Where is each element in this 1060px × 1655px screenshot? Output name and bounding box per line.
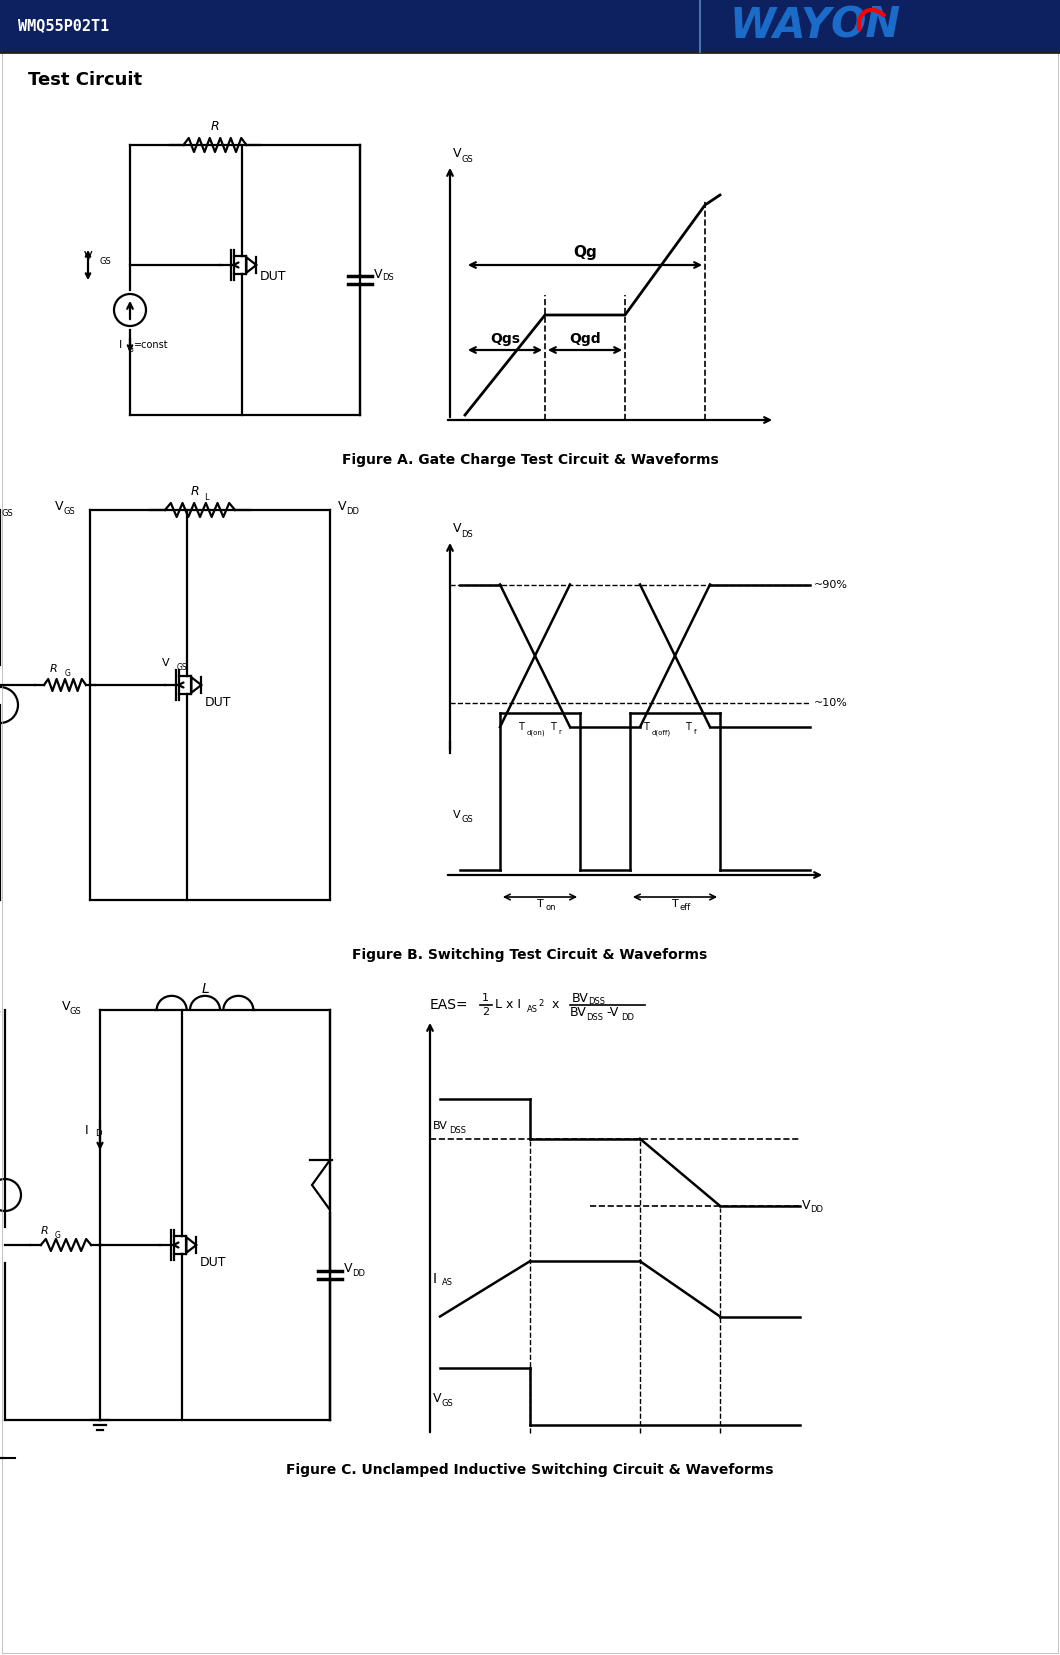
Text: GS: GS (2, 510, 14, 518)
Text: V: V (344, 1263, 353, 1276)
Text: GS: GS (99, 257, 110, 265)
Text: ON: ON (830, 5, 900, 46)
Text: I: I (85, 1124, 88, 1137)
Text: V: V (802, 1200, 811, 1213)
Text: DSS: DSS (449, 1125, 466, 1135)
Text: GS: GS (0, 1006, 2, 1016)
Text: BV: BV (432, 1120, 448, 1130)
Text: V: V (338, 500, 347, 513)
Text: D: D (95, 1129, 102, 1139)
Text: Qgd: Qgd (569, 333, 601, 346)
Text: ~10%: ~10% (814, 698, 848, 708)
Text: DD: DD (621, 1013, 634, 1021)
Text: V: V (453, 521, 461, 535)
Text: 1: 1 (482, 993, 489, 1003)
Text: R: R (40, 1226, 48, 1236)
Text: WMQ55P02T1: WMQ55P02T1 (18, 18, 109, 33)
Text: T: T (685, 722, 690, 732)
Text: V: V (162, 659, 170, 669)
Text: Test Circuit: Test Circuit (28, 71, 142, 89)
Text: DS: DS (461, 530, 473, 540)
Text: V: V (61, 1001, 71, 1013)
Text: GS: GS (70, 1006, 82, 1016)
Text: d(off): d(off) (652, 730, 671, 736)
Text: r: r (559, 730, 562, 735)
Text: L: L (204, 493, 209, 501)
Text: BV: BV (572, 991, 588, 1005)
Text: R: R (49, 664, 57, 674)
Text: GS: GS (461, 156, 473, 164)
Text: d(on): d(on) (527, 730, 546, 736)
Text: Qg: Qg (573, 245, 597, 260)
Text: x: x (548, 998, 563, 1011)
Text: Figure C. Unclamped Inductive Switching Circuit & Waveforms: Figure C. Unclamped Inductive Switching … (286, 1463, 774, 1476)
Text: GS: GS (441, 1398, 453, 1407)
Text: R: R (211, 121, 219, 132)
Text: DUT: DUT (205, 697, 231, 710)
Text: T: T (549, 722, 555, 732)
Text: =const: =const (134, 339, 169, 349)
Text: Figure B. Switching Test Circuit & Waveforms: Figure B. Switching Test Circuit & Wavef… (352, 948, 708, 962)
Text: DSS: DSS (588, 998, 605, 1006)
Text: DS: DS (382, 273, 393, 283)
Text: V: V (453, 147, 461, 161)
Text: T: T (536, 899, 544, 909)
Text: 2: 2 (538, 998, 543, 1008)
Text: GS: GS (461, 814, 473, 824)
Text: T: T (643, 722, 649, 732)
Text: DD: DD (346, 506, 359, 515)
Text: GS: GS (177, 662, 188, 672)
Text: f: f (693, 730, 696, 735)
Text: AS: AS (527, 1005, 538, 1013)
Text: AS: AS (442, 1278, 453, 1288)
Bar (0, 0, 1060, 51)
Text: V: V (432, 1392, 442, 1405)
Text: GS: GS (63, 506, 75, 515)
Text: eff: eff (681, 904, 691, 912)
Text: V: V (84, 250, 92, 263)
Text: G: G (55, 1231, 60, 1240)
Text: T: T (672, 899, 678, 909)
Text: ~90%: ~90% (814, 579, 848, 589)
Text: Figure A. Gate Charge Test Circuit & Waveforms: Figure A. Gate Charge Test Circuit & Wav… (341, 453, 719, 467)
Text: V: V (374, 268, 383, 280)
Text: L: L (201, 981, 209, 996)
Text: 2: 2 (482, 1006, 489, 1018)
Text: Qgs: Qgs (490, 333, 520, 346)
Text: EAS=: EAS= (430, 998, 469, 1011)
Text: L x I: L x I (495, 998, 522, 1011)
Text: BV: BV (570, 1006, 587, 1019)
Text: V: V (55, 500, 64, 513)
Text: I: I (432, 1271, 437, 1286)
Text: DSS: DSS (586, 1013, 603, 1021)
Text: -V: -V (606, 1006, 618, 1019)
Text: R: R (191, 485, 199, 498)
Text: I: I (119, 339, 122, 349)
Text: DD: DD (352, 1268, 365, 1278)
Text: DUT: DUT (260, 270, 286, 283)
Text: on: on (545, 904, 555, 912)
Text: WAY: WAY (730, 5, 832, 46)
Text: T: T (518, 722, 524, 732)
Text: G: G (128, 344, 134, 354)
Text: G: G (65, 669, 71, 677)
Text: V: V (453, 809, 461, 819)
Text: DUT: DUT (199, 1256, 226, 1269)
Text: DD: DD (810, 1205, 823, 1215)
